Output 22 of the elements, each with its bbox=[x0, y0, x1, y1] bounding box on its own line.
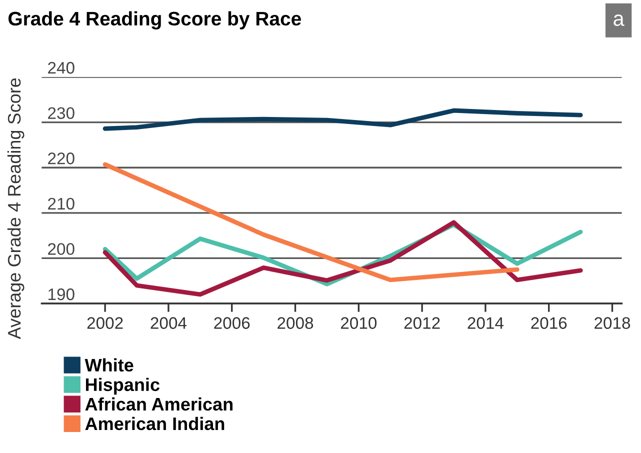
x-tick-label: 2012 bbox=[404, 317, 440, 329]
y-tick-label: 240 bbox=[48, 62, 74, 74]
y-tick-label: 210 bbox=[48, 198, 74, 210]
legend-label: African American bbox=[85, 397, 232, 411]
x-tick-label: 2002 bbox=[87, 317, 123, 329]
x-tick-label: 2008 bbox=[278, 317, 314, 329]
x-tick-label: 2010 bbox=[340, 317, 377, 329]
y-tick-label: 220 bbox=[48, 152, 74, 164]
x-tick-label: 2014 bbox=[468, 317, 504, 329]
y-tick-label: 230 bbox=[48, 107, 74, 120]
x-tick-label: 2016 bbox=[531, 317, 567, 329]
x-tick-label: 2018 bbox=[594, 317, 630, 329]
legend-label: Hispanic bbox=[86, 378, 160, 395]
x-tick-label: 2004 bbox=[150, 317, 187, 329]
y-axis-title: Average Grade 4 Reading Score bbox=[7, 78, 24, 340]
x-tick-label: 2006 bbox=[214, 317, 250, 329]
y-tick-label: 200 bbox=[48, 243, 74, 255]
text: a bbox=[614, 14, 624, 26]
chart-title: Grade 4 Reading Score by Race bbox=[8, 11, 301, 30]
y-tick-label: 190 bbox=[48, 288, 74, 300]
legend-label: White bbox=[84, 358, 134, 372]
legend-label: American Indian bbox=[85, 416, 224, 430]
